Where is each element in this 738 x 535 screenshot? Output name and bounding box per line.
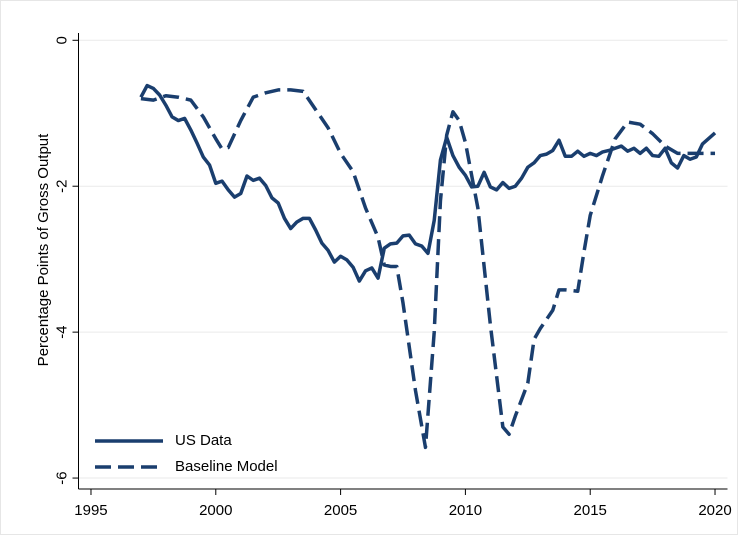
y-axis-title: Percentage Points of Gross Output <box>35 133 52 366</box>
legend-label: Baseline Model <box>175 458 278 475</box>
x-tick-label: 2020 <box>698 502 731 519</box>
x-tick-label: 1995 <box>74 502 107 519</box>
series-line <box>140 88 716 450</box>
x-tick-label: 2000 <box>199 502 232 519</box>
legend-label: US Data <box>175 432 232 449</box>
x-tick-label: 2015 <box>574 502 607 519</box>
y-tick-label: -4 <box>53 325 70 338</box>
x-tick-label: 2010 <box>449 502 482 519</box>
x-tick-label: 2005 <box>324 502 357 519</box>
series-line <box>139 83 717 283</box>
y-tick-label: -2 <box>53 180 70 193</box>
y-tick-label: -6 <box>53 471 70 484</box>
y-tick-label: 0 <box>53 36 70 44</box>
